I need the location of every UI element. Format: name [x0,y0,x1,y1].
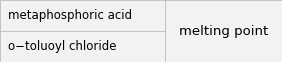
Bar [165,0,282,62]
Text: o−toluoyl chloride: o−toluoyl chloride [8,40,117,53]
Bar [0,0,165,62]
Text: melting point: melting point [179,24,268,38]
Text: metaphosphoric acid: metaphosphoric acid [8,9,133,22]
